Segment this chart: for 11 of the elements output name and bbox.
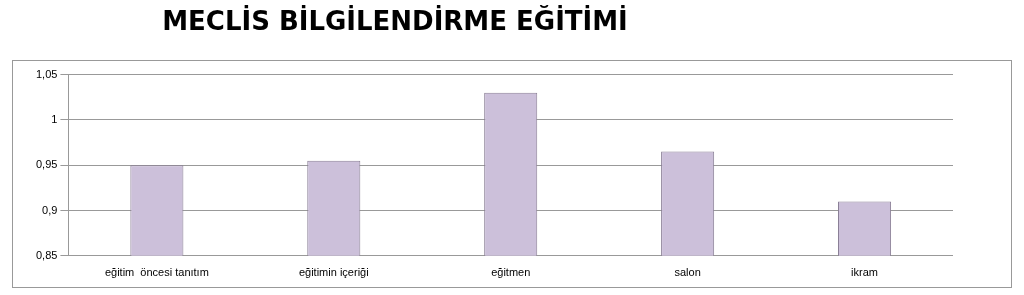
x-tick-label: eğitmen <box>491 266 531 279</box>
y-tick-label: 0,95 <box>35 158 58 171</box>
chart-title: MECLİS BİLGİLENDİRME EĞİTİMİ <box>161 6 629 36</box>
x-tick-label: salon <box>674 266 701 279</box>
x-tick-label: eğitim öncesi tanıtım <box>104 266 209 279</box>
y-tick-label: 0,9 <box>42 203 58 216</box>
x-tick-label: eğitimin içeriği <box>298 266 369 279</box>
y-tick-label: 1 <box>51 112 58 125</box>
x-tick-label: ikram <box>851 266 878 279</box>
y-tick-label: 1,05 <box>35 67 58 80</box>
y-tick-label: 0,85 <box>35 248 58 261</box>
